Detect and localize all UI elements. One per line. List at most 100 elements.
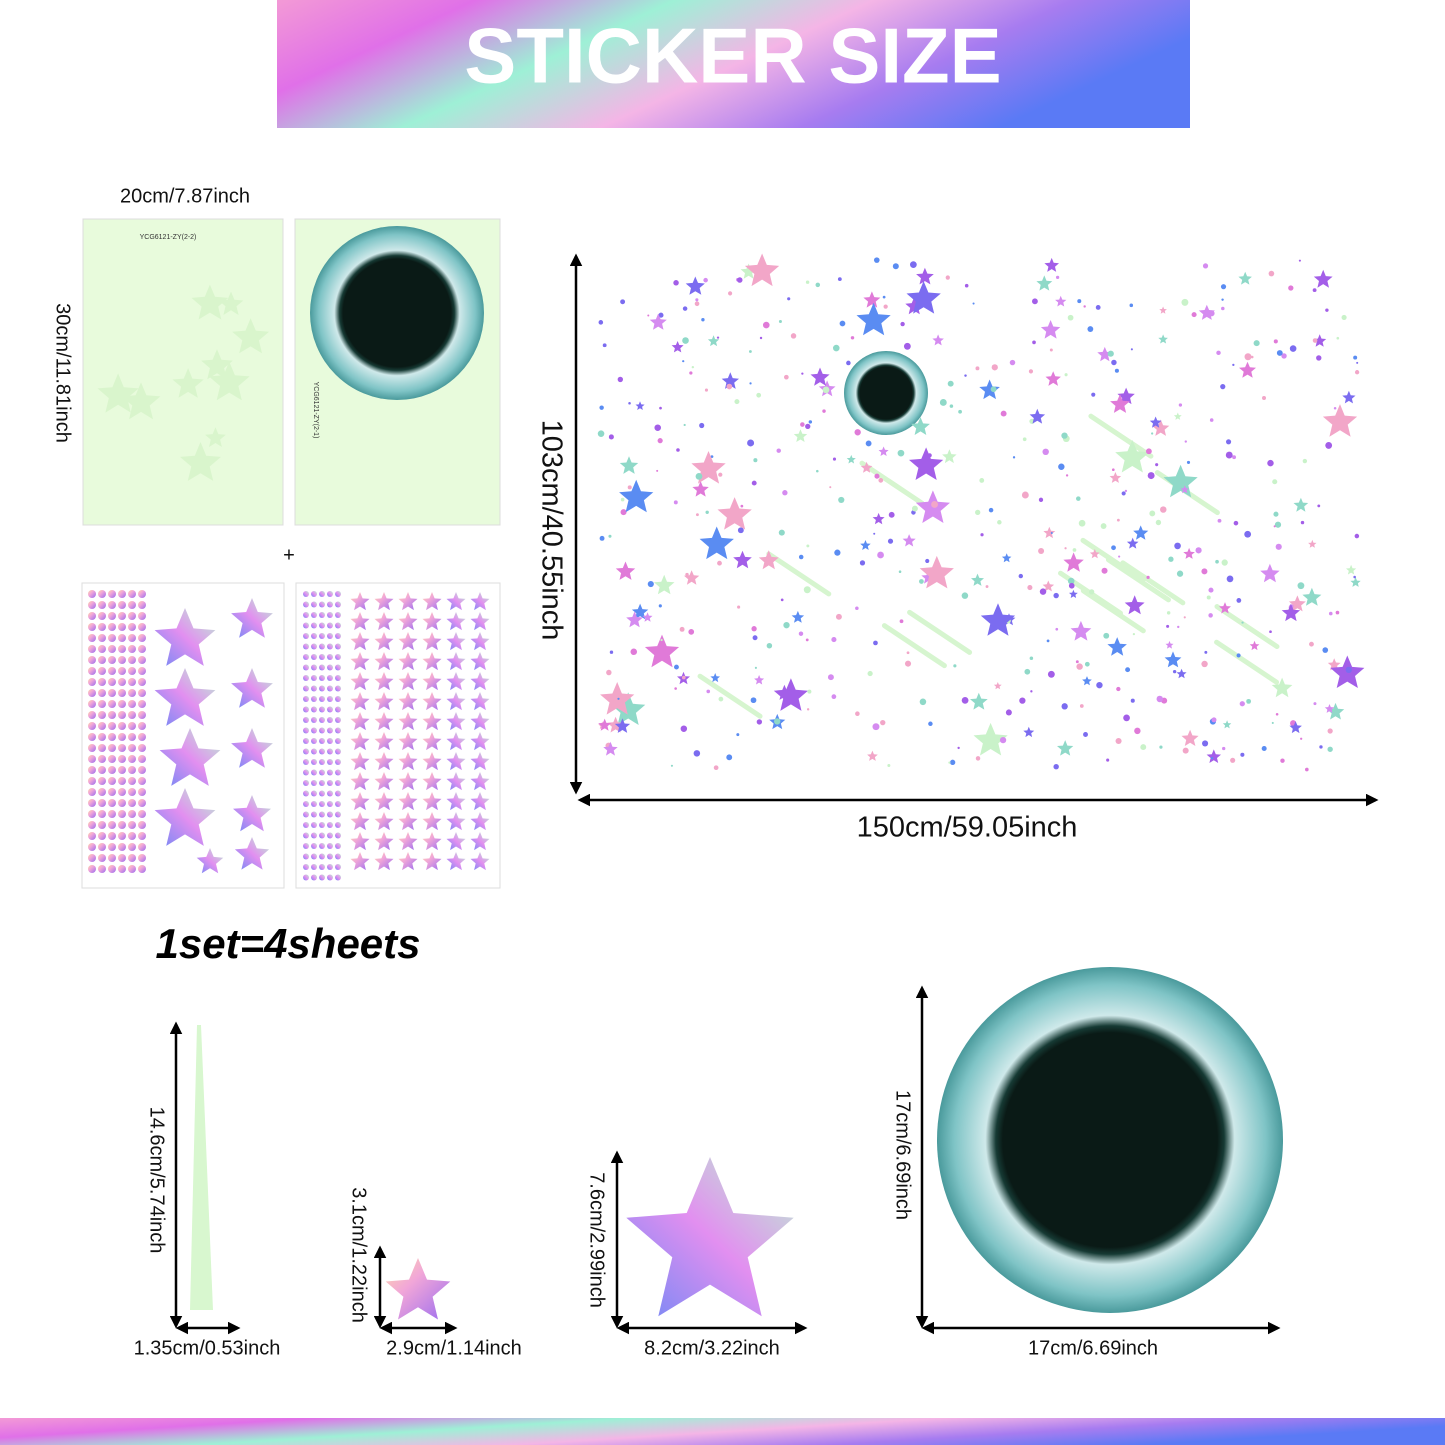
dot <box>128 810 136 818</box>
dot <box>710 455 714 458</box>
dot <box>1210 756 1214 760</box>
dot <box>319 591 325 597</box>
star <box>1346 564 1357 575</box>
star <box>1107 637 1127 656</box>
dot <box>1353 575 1356 579</box>
dot <box>327 622 333 629</box>
star <box>653 574 675 595</box>
dot <box>319 654 325 660</box>
dot <box>1160 506 1167 513</box>
dot <box>1184 440 1187 443</box>
dot <box>1354 370 1360 375</box>
star <box>1042 580 1055 592</box>
dot <box>303 853 309 860</box>
star <box>398 732 418 751</box>
dot <box>88 733 96 741</box>
dot <box>335 664 341 671</box>
dot <box>598 320 604 325</box>
star <box>740 263 757 279</box>
dot <box>118 590 126 598</box>
dot <box>327 654 333 660</box>
dot <box>1325 442 1333 449</box>
dot <box>888 511 895 518</box>
dot <box>1123 714 1130 722</box>
dot <box>1031 298 1038 305</box>
dot <box>88 700 96 708</box>
star <box>97 373 139 413</box>
dot <box>303 601 309 608</box>
plus: + <box>283 544 295 566</box>
dot <box>138 799 146 807</box>
dot <box>1309 641 1314 647</box>
star <box>1055 295 1067 307</box>
dot <box>747 439 755 447</box>
star <box>470 592 490 611</box>
dot <box>1075 660 1079 664</box>
meteor <box>907 609 973 655</box>
dot <box>319 601 325 608</box>
dot <box>1038 547 1045 554</box>
dot <box>88 799 96 807</box>
dot <box>904 660 912 667</box>
star <box>374 592 394 611</box>
dot <box>303 664 309 671</box>
dot <box>327 727 333 734</box>
star <box>470 672 490 691</box>
star <box>980 603 1016 636</box>
dot <box>774 718 781 725</box>
star <box>1239 361 1256 378</box>
dot <box>88 777 96 785</box>
meteor <box>881 623 947 669</box>
dot <box>827 674 834 681</box>
dot <box>737 605 741 609</box>
dot <box>319 643 325 650</box>
star <box>1163 464 1198 498</box>
star <box>208 361 250 401</box>
star <box>398 672 418 691</box>
star <box>398 592 418 611</box>
star <box>691 451 726 484</box>
dot <box>128 854 136 862</box>
item-height: 7.6cm/2.99inch <box>586 1172 608 1308</box>
star <box>398 692 418 711</box>
dot <box>1061 432 1068 439</box>
dot <box>88 766 96 774</box>
dot <box>1121 491 1126 496</box>
dot <box>699 422 705 429</box>
star <box>1097 346 1113 362</box>
dot <box>335 738 341 744</box>
dot <box>108 722 116 730</box>
dot <box>311 822 317 828</box>
star <box>878 446 889 456</box>
dot <box>319 696 325 702</box>
black-hole <box>844 351 928 435</box>
dot <box>1064 373 1068 377</box>
dot <box>1129 303 1134 308</box>
star <box>1070 620 1092 641</box>
dot <box>1333 406 1337 410</box>
dot <box>98 810 106 818</box>
dot <box>1327 746 1333 752</box>
dot <box>128 766 136 774</box>
dot <box>1304 767 1309 772</box>
dot <box>660 638 663 642</box>
dot <box>1221 306 1225 311</box>
star <box>744 253 780 287</box>
meteor <box>1120 560 1186 606</box>
dot <box>716 336 720 339</box>
star <box>470 832 490 851</box>
star <box>644 634 680 668</box>
dot <box>878 478 884 483</box>
wall-width: 150cm/59.05inch <box>857 812 1078 844</box>
dot <box>327 790 333 797</box>
dot <box>756 392 762 398</box>
dot <box>1151 432 1154 435</box>
star <box>205 427 226 447</box>
meteor <box>1214 604 1280 650</box>
dot <box>335 864 341 870</box>
star <box>791 610 805 623</box>
dot <box>919 698 927 706</box>
dot <box>319 780 325 786</box>
dot <box>108 590 116 598</box>
star <box>350 832 370 851</box>
